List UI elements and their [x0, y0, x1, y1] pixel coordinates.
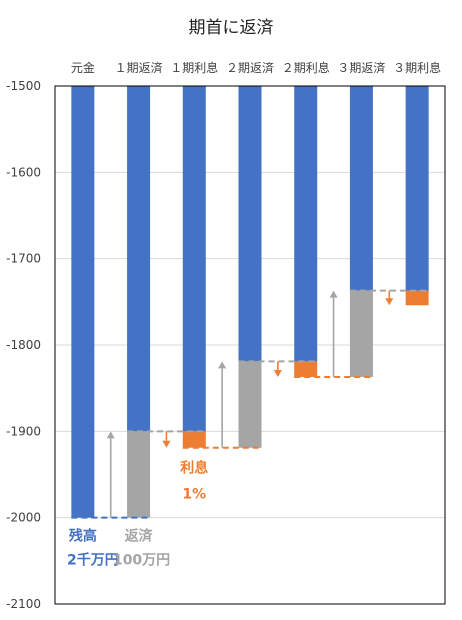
connectors: [71, 289, 429, 519]
connector-arrow-head: [273, 369, 282, 377]
bar-segment: [127, 431, 151, 518]
x-axis: 元金 １期返済 １期利息 ２期返済 ２期利息 ３期返済 ３期利息: [71, 60, 441, 75]
category-label: ３期返済: [337, 60, 385, 75]
y-tick-label: -1500: [6, 79, 41, 93]
y-tick-label: -2000: [6, 511, 41, 525]
bar-segment: [182, 431, 206, 448]
bar-segment: [182, 86, 206, 432]
category-label: ２期返済: [226, 60, 274, 75]
y-tick-label: -2100: [6, 597, 41, 611]
category-label: １期返済: [115, 60, 163, 75]
annotation-interest-rate: 1%: [182, 487, 206, 503]
plot-frame: [54, 85, 446, 605]
chart-title: 期首に返済: [189, 18, 274, 38]
connector-arrow-head: [218, 361, 227, 369]
annotation-balance-label: 残高: [69, 528, 97, 545]
bar-segment: [294, 86, 318, 362]
category-label: １期利息: [170, 60, 218, 75]
bar-segment: [294, 361, 318, 377]
bar-segment: [238, 86, 262, 362]
bar-segment: [405, 86, 429, 291]
y-tick-label: -1600: [6, 165, 41, 179]
y-axis: -1500 -1600 -1700 -1800 -1900 -2000 -2100: [6, 79, 41, 611]
bar-segment: [405, 290, 429, 306]
bars: [71, 86, 429, 518]
bar-segment: [238, 361, 262, 448]
connector-arrow-head: [329, 290, 338, 298]
connector-arrow-head: [385, 298, 394, 306]
annotation-repay-label: 返済: [125, 528, 154, 545]
bar-segment: [349, 86, 373, 291]
category-label: 元金: [71, 60, 95, 75]
annotation-balance-amount: 2千万円: [67, 552, 119, 569]
category-label: ２期利息: [282, 60, 330, 75]
bar-segment: [127, 86, 151, 432]
y-tick-label: -1900: [6, 424, 41, 438]
bar-segment: [71, 86, 95, 518]
bar-segment: [349, 290, 373, 377]
annotation-repay-amount: 100万円: [113, 553, 170, 569]
y-tick-label: -1800: [6, 338, 41, 352]
y-tick-label: -1700: [6, 252, 41, 266]
annotation-interest-label: 利息: [180, 460, 208, 477]
connector-arrow-head: [162, 440, 171, 448]
connector-arrow-head: [106, 431, 115, 439]
category-label: ３期利息: [393, 60, 441, 75]
